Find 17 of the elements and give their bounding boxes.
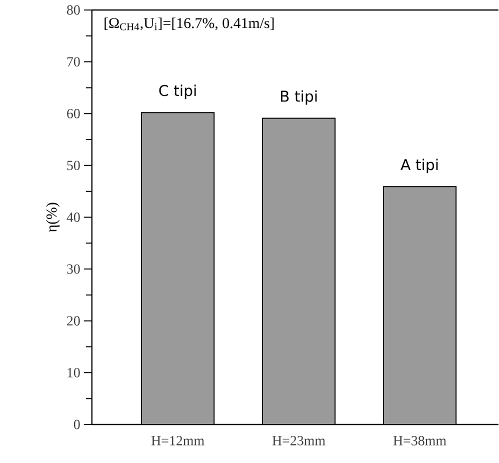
annotation: B tipi: [280, 90, 317, 105]
annotation: [Ω$_{CH4}$,U$_{i}$]=[16.7%, 0.41m/s]: [104, 17, 274, 30]
y-tick-label: 10: [68, 368, 80, 378]
x-tick-label: H=12mm: [151, 436, 204, 445]
y-tick-label: 70: [67, 56, 80, 66]
annotation: A tipi: [400, 158, 438, 173]
y-tick-label: 20: [67, 316, 80, 326]
y-tick-label: 80: [66, 5, 80, 14]
y-tick-label: 0: [74, 420, 80, 429]
y-tick-label: 60: [67, 108, 80, 118]
y-tick-label: 50: [67, 160, 80, 170]
x-tick-label: H=38mm: [393, 436, 446, 446]
y-tick-label: 40: [66, 212, 80, 222]
annotation: C tipi: [159, 84, 196, 99]
x-tick-label: H=23mm: [272, 436, 326, 446]
y-axis-title: η(%): [46, 202, 60, 232]
y-tick-label: 30: [67, 264, 80, 274]
